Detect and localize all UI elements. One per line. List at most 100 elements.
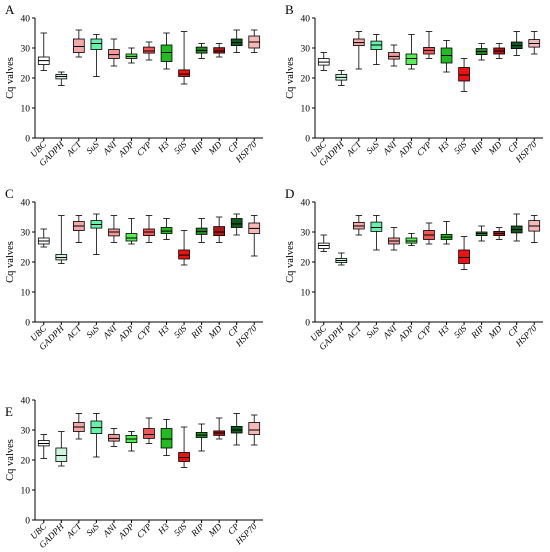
x-tick-label: ANI (100, 521, 119, 540)
box-adp (405, 233, 418, 246)
y-tick-label: 0 (25, 318, 30, 328)
box-body (125, 233, 138, 242)
x-tick-label: H3 (435, 139, 451, 155)
box-act (73, 215, 85, 243)
box-act (73, 413, 85, 440)
y-axis-label: Cq valves (5, 57, 16, 99)
box-50s (458, 58, 470, 92)
y-tick-label: 0 (25, 516, 30, 526)
box-cp (230, 213, 243, 236)
box-ubc (37, 32, 50, 71)
box-gadph (55, 215, 68, 264)
box-hsp70 (248, 414, 261, 446)
x-tick-label: ACT (64, 323, 84, 343)
x-tick-label: ADP (396, 323, 417, 344)
box-body (248, 422, 261, 435)
panel-letter: B (285, 2, 294, 17)
box-hsp70 (248, 29, 261, 53)
panel-letter: A (5, 2, 15, 17)
x-tick-label: SuS (84, 521, 101, 538)
x-tick-label: 50S (452, 139, 469, 156)
box-body (143, 46, 155, 54)
box-body (405, 53, 418, 65)
box-body (388, 52, 400, 60)
x-tick-label: ANI (380, 323, 399, 342)
box-cp (230, 413, 243, 446)
y-tick-label: 10 (301, 288, 311, 298)
box-body (178, 452, 190, 462)
y-tick-label: 40 (21, 14, 31, 24)
box-ubc (37, 228, 50, 248)
x-tick-label: CYP (135, 323, 154, 342)
box-ani (388, 227, 400, 251)
box-body (160, 44, 173, 62)
box-gadph (335, 70, 348, 86)
y-tick-label: 10 (301, 104, 311, 114)
y-tick-label: 20 (301, 74, 311, 84)
box-gadph (55, 431, 68, 467)
box-h3 (160, 419, 173, 456)
x-tick-label: ACT (344, 139, 364, 159)
box-body (213, 47, 225, 54)
y-axis-label: Cq valves (5, 439, 16, 481)
y-tick-label: 0 (305, 318, 310, 328)
x-tick-label: ACT (64, 521, 84, 541)
box-body (178, 69, 190, 77)
x-tick-label: SuS (84, 139, 101, 156)
box-sus (370, 215, 383, 251)
box-sus (90, 213, 103, 255)
box-rip (195, 43, 208, 59)
x-tick-label: CYP (415, 323, 434, 342)
x-tick-label: MD (486, 323, 504, 341)
x-tick-label: RIP (468, 323, 486, 341)
box-gadph (55, 71, 68, 86)
x-tick-label: ACT (64, 139, 84, 159)
panel-letter: D (285, 186, 294, 201)
x-tick-label: SuS (84, 323, 101, 340)
x-tick-label: 50S (172, 521, 189, 538)
x-tick-label: 50S (452, 323, 469, 340)
box-ani (108, 38, 120, 67)
x-tick-label: CYP (415, 139, 434, 158)
box-body (178, 249, 190, 260)
box-ani (388, 44, 400, 67)
y-axis-label: Cq valves (285, 241, 296, 283)
y-axis-label: Cq valves (5, 241, 16, 283)
box-50s (458, 236, 470, 270)
x-tick-label: ANI (100, 323, 119, 342)
y-tick-label: 20 (301, 258, 311, 268)
box-sus (90, 34, 103, 77)
box-50s (178, 426, 190, 468)
box-adp (125, 218, 138, 245)
box-adp (125, 431, 138, 452)
box-body (160, 227, 173, 234)
box-md (213, 216, 225, 243)
x-tick-label: MD (206, 139, 224, 157)
x-tick-label: SuS (364, 139, 381, 156)
box-h3 (160, 32, 173, 70)
x-tick-label: RIP (188, 323, 206, 341)
box-cyp (143, 417, 155, 444)
y-tick-label: 10 (21, 486, 31, 496)
box-body (458, 249, 470, 264)
y-tick-label: 30 (21, 228, 31, 238)
box-act (353, 31, 365, 70)
x-tick-label: H3 (155, 139, 171, 155)
y-tick-label: 10 (21, 104, 31, 114)
x-tick-label: MD (486, 139, 504, 157)
x-tick-label: RIP (188, 521, 206, 539)
box-rip (195, 218, 208, 243)
x-tick-label: ADP (116, 521, 137, 542)
box-sus (370, 34, 383, 65)
x-tick-label: 50S (172, 139, 189, 156)
box-md (213, 43, 225, 58)
box-h3 (160, 218, 173, 240)
box-cyp (143, 41, 155, 61)
y-tick-label: 10 (21, 288, 31, 298)
box-ubc (317, 52, 330, 71)
y-tick-label: 40 (21, 198, 31, 208)
